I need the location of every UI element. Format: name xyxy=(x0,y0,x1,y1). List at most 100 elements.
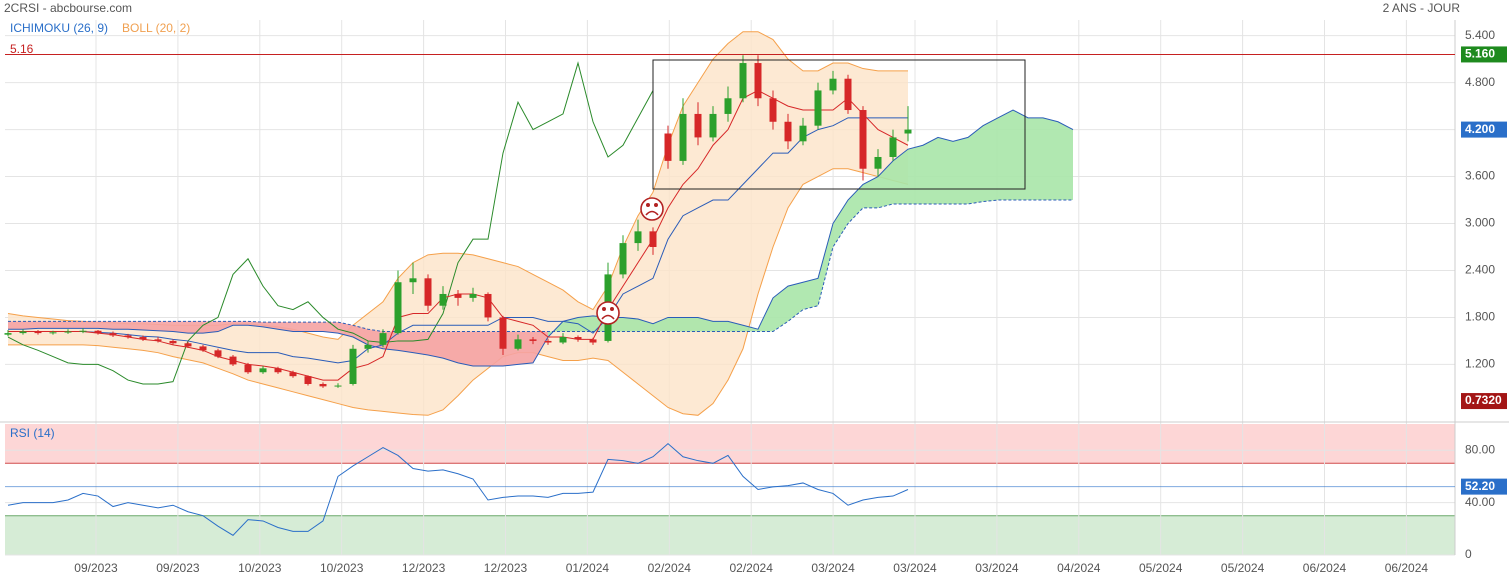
ichimoku-cloud xyxy=(698,317,713,332)
candle-body xyxy=(589,339,597,343)
ichimoku-cloud xyxy=(728,321,743,332)
candle-body xyxy=(514,339,522,349)
y-tick-label: 3.600 xyxy=(1465,169,1495,183)
ichimoku-cloud xyxy=(683,317,698,332)
ichimoku-cloud xyxy=(23,321,38,330)
ichimoku-cloud xyxy=(278,322,293,332)
candle-body xyxy=(499,317,507,349)
ichimoku-cloud xyxy=(1013,110,1028,201)
candle-body xyxy=(694,113,702,138)
ichimoku-cloud xyxy=(818,223,833,306)
ichimoku-cloud xyxy=(923,137,938,204)
candle-body xyxy=(799,125,807,142)
ichimoku-cloud xyxy=(218,321,233,332)
price-label-box xyxy=(1461,393,1507,410)
ichimoku-cloud xyxy=(803,278,818,310)
candle-body xyxy=(394,282,402,334)
y-tick-label: 3.000 xyxy=(1465,216,1495,230)
annotation-box xyxy=(652,59,1026,190)
x-tick-label: 09/2023 xyxy=(156,561,200,575)
candle-body xyxy=(289,372,297,377)
ichimoku-cloud xyxy=(743,325,758,332)
ichimoku-cloud xyxy=(713,321,728,332)
ichimoku-cloud xyxy=(488,331,503,366)
candle-body xyxy=(889,137,897,157)
candle-body xyxy=(304,376,312,384)
ichimoku-cloud xyxy=(1058,121,1073,201)
ichimoku-cloud xyxy=(983,117,998,202)
ichimoku-cloud xyxy=(518,331,533,365)
ichimoku-cloud xyxy=(323,322,338,334)
candle-body xyxy=(754,63,762,99)
y-tick-label: 2.400 xyxy=(1465,263,1495,277)
y-tick-label: 1.200 xyxy=(1465,357,1495,371)
candle-body xyxy=(859,110,867,169)
x-tick-label: 06/2024 xyxy=(1385,561,1429,575)
ichimoku-cloud xyxy=(233,321,248,326)
rsi-title: RSI (14) xyxy=(10,426,55,440)
candle-body xyxy=(109,333,117,336)
x-tick-label: 10/2023 xyxy=(320,561,364,575)
senkou-span-a xyxy=(8,109,1074,367)
ichimoku-cloud xyxy=(428,331,443,359)
ichimoku-cloud xyxy=(638,319,653,332)
x-tick-label: 05/2024 xyxy=(1221,561,1265,575)
ichimoku-cloud xyxy=(338,322,353,338)
y-tick-label: 0 xyxy=(1465,547,1472,561)
price-label-box xyxy=(1461,478,1507,495)
candle-body xyxy=(319,383,327,387)
ichimoku-cloud xyxy=(398,331,413,353)
price-label: 5.160 xyxy=(1465,47,1495,61)
price-label-box xyxy=(1461,121,1507,138)
x-tick-label: 10/2023 xyxy=(238,561,282,575)
ichimoku-cloud xyxy=(653,317,668,332)
ichimoku-cloud xyxy=(173,321,188,334)
bollinger-lower xyxy=(8,168,909,416)
ichimoku-cloud xyxy=(113,321,128,330)
x-tick-label: 03/2024 xyxy=(811,561,855,575)
ichimoku-cloud xyxy=(143,321,158,331)
ichimoku-cloud xyxy=(788,282,803,322)
ichimoku-cloud xyxy=(953,137,968,204)
ichimoku-cloud xyxy=(938,137,953,204)
price-label: 4.200 xyxy=(1465,122,1495,136)
candle-body xyxy=(784,121,792,142)
candle-body xyxy=(574,337,582,340)
x-tick-label: 01/2024 xyxy=(566,561,610,575)
candle-body xyxy=(244,364,252,373)
price-label-box xyxy=(1461,46,1507,63)
ichimoku-cloud xyxy=(188,321,203,334)
candle-body xyxy=(874,156,882,169)
candle-body xyxy=(349,348,357,384)
ichimoku-cloud xyxy=(833,200,848,248)
candle-body xyxy=(439,293,447,306)
ichimoku-cloud xyxy=(458,331,473,366)
y-tick-label: 40.00 xyxy=(1465,495,1495,509)
candle-body xyxy=(409,278,417,283)
ichimoku-cloud xyxy=(578,315,593,332)
candle-body xyxy=(529,339,537,341)
x-tick-label: 12/2023 xyxy=(402,561,446,575)
x-tick-label: 04/2024 xyxy=(1057,561,1101,575)
candle-body xyxy=(709,113,717,138)
candle-body xyxy=(214,350,222,357)
kijun-sen xyxy=(8,117,908,364)
ichimoku-cloud xyxy=(563,317,578,332)
ichimoku-cloud xyxy=(53,321,68,329)
candle-body xyxy=(169,340,177,344)
ichimoku-cloud xyxy=(968,125,983,204)
chikou-span xyxy=(7,61,654,385)
ichimoku-cloud xyxy=(308,322,323,332)
y-tick-label: 80.00 xyxy=(1465,442,1495,456)
candle-body xyxy=(649,231,657,248)
ichimoku-cloud xyxy=(83,321,98,329)
y-tick-label: 1.800 xyxy=(1465,310,1495,324)
candle-body xyxy=(274,368,282,373)
candle-body xyxy=(184,343,192,347)
candle-body xyxy=(34,331,42,334)
candle-body xyxy=(544,340,552,343)
rsi-line xyxy=(7,442,909,536)
x-tick-label: 05/2024 xyxy=(1139,561,1183,575)
candle-body xyxy=(259,368,267,373)
ichimoku-cloud xyxy=(848,184,863,224)
